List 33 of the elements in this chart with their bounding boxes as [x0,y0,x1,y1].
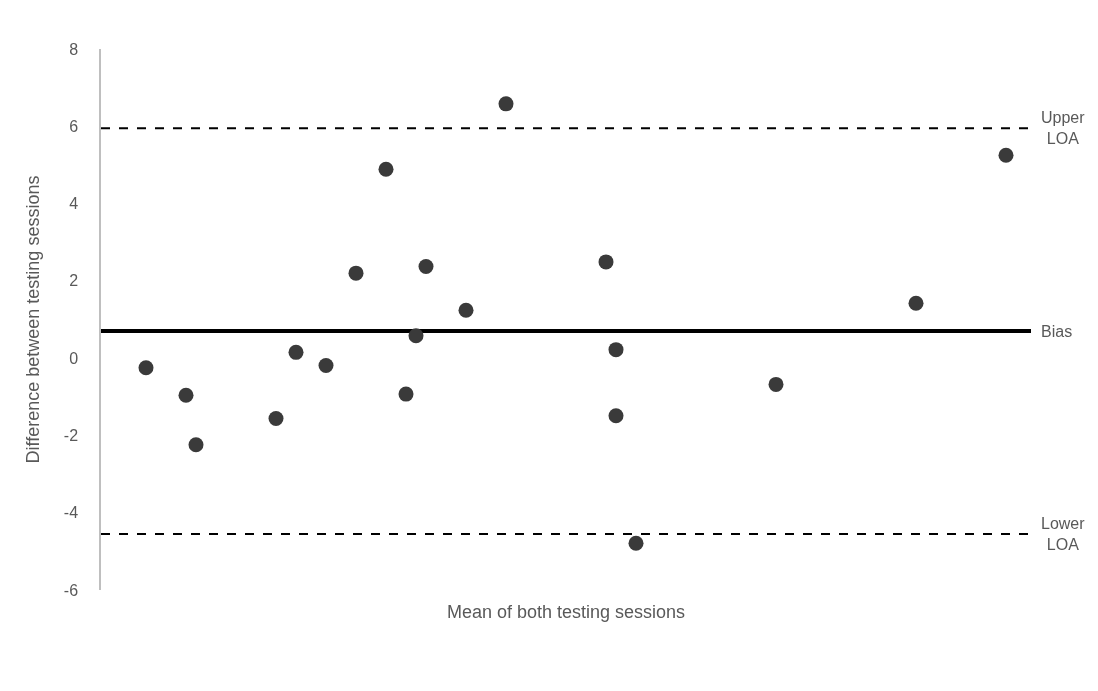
point [378,161,394,177]
point [598,254,614,270]
y-tick-label: 0 [69,349,79,367]
y-tick-label: 8 [69,40,79,58]
y-axis-title: Difference between testing sessions [22,175,43,464]
y-tick-label: 4 [69,195,79,213]
point [268,410,284,426]
y-tick-label: 6 [69,117,79,135]
point [138,360,154,376]
point [608,408,624,424]
point [458,302,474,318]
y-tick-label: 2 [69,272,79,290]
point [908,295,924,311]
point [188,437,204,453]
point [628,535,644,551]
point [288,344,304,360]
ref-line-label: Upper LOA [1041,109,1086,147]
ref-line-label: Bias [1041,323,1073,340]
point [768,376,784,392]
y-tick-label: -4 [63,504,79,522]
point [998,147,1014,163]
point [418,259,434,275]
x-axis-title: Mean of both testing sessions [446,602,686,623]
ref-line-label: Lower LOA [1041,515,1086,553]
point [178,387,194,403]
point [498,96,514,112]
point [608,342,624,358]
point [318,357,334,373]
y-tick-label: -6 [63,581,79,599]
point [348,265,364,281]
point [398,386,414,402]
y-tick-label: -2 [63,427,79,445]
point [408,328,424,344]
